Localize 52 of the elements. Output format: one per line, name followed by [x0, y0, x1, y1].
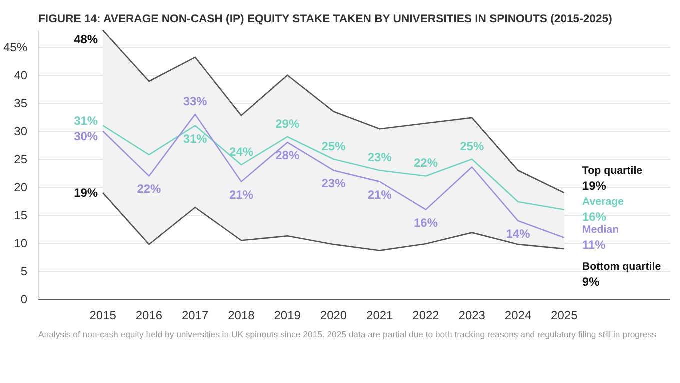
data-label: 31%	[74, 114, 98, 128]
y-tick-label: 0	[20, 292, 28, 306]
data-label: 22%	[414, 156, 438, 170]
x-tick-label: 2017	[182, 308, 210, 322]
data-label: 31%	[183, 132, 208, 146]
series-label: Median	[582, 224, 620, 236]
x-tick-label: 2019	[274, 308, 302, 322]
data-label: 21%	[368, 188, 392, 202]
data-label: 23%	[322, 176, 346, 191]
line-series	[102, 114, 566, 239]
data-label: 24%	[229, 145, 254, 159]
data-label: 22%	[137, 182, 162, 196]
data-label: 19%	[74, 186, 98, 200]
text: Bottom quartile	[582, 261, 662, 274]
series-label: Average	[582, 196, 624, 208]
x-tick-label: 2021	[366, 308, 394, 322]
x-tick-label: 2020	[320, 308, 348, 322]
y-tick-label: 45%	[3, 40, 28, 54]
y-tick-label: 25	[14, 152, 28, 166]
chart-title: FIGURE 14: AVERAGE NON-CASH (IP) EQUITY STAKE TAKEN BY UNIVERSITIES IN SPINOUTS (2015-2025)	[38, 14, 613, 26]
x-tick-label: 2015	[90, 308, 117, 322]
y-tick-label: 30	[14, 124, 28, 138]
x-tick-label: 2016	[136, 308, 163, 322]
x-tick-label: 2018	[228, 308, 256, 322]
x-tick-label: 2024	[504, 308, 532, 322]
y-tick-label: 20	[14, 180, 28, 194]
data-label: 29%	[276, 116, 300, 131]
y-tick-label: 15	[14, 208, 28, 222]
text: Top quartile	[582, 165, 643, 178]
x-tick-label: 2022	[412, 308, 440, 322]
y-tick-label: 40	[14, 68, 28, 82]
y-tick-label: 35	[14, 96, 28, 110]
text: Analysis of non-cash equity held by universities in UK spinouts since 2015. 2025 data are partial due to both tracking reasons and regulatory filing still in progress	[38, 330, 658, 340]
data-label: 16%	[414, 216, 438, 230]
data-label: 21%	[229, 188, 254, 202]
data-label: 25%	[460, 139, 484, 154]
data-label: 33%	[183, 94, 208, 109]
line-series	[102, 192, 566, 252]
data-label: 23%	[368, 150, 392, 165]
x-tick-label: 2023	[458, 308, 486, 322]
x-tick-label: 2025	[551, 308, 578, 322]
data-label: 9%	[582, 275, 600, 290]
data-label: 19%	[582, 179, 607, 194]
data-label: 28%	[276, 148, 300, 163]
data-label: 25%	[322, 139, 346, 154]
y-tick-label: 5	[20, 264, 28, 278]
data-label: 16%	[582, 210, 607, 224]
y-tick-label: 10	[14, 236, 28, 250]
data-label: 30%	[74, 129, 98, 144]
data-label: 14%	[506, 227, 531, 242]
data-label: 48%	[74, 32, 98, 46]
data-label: 11%	[582, 238, 606, 252]
